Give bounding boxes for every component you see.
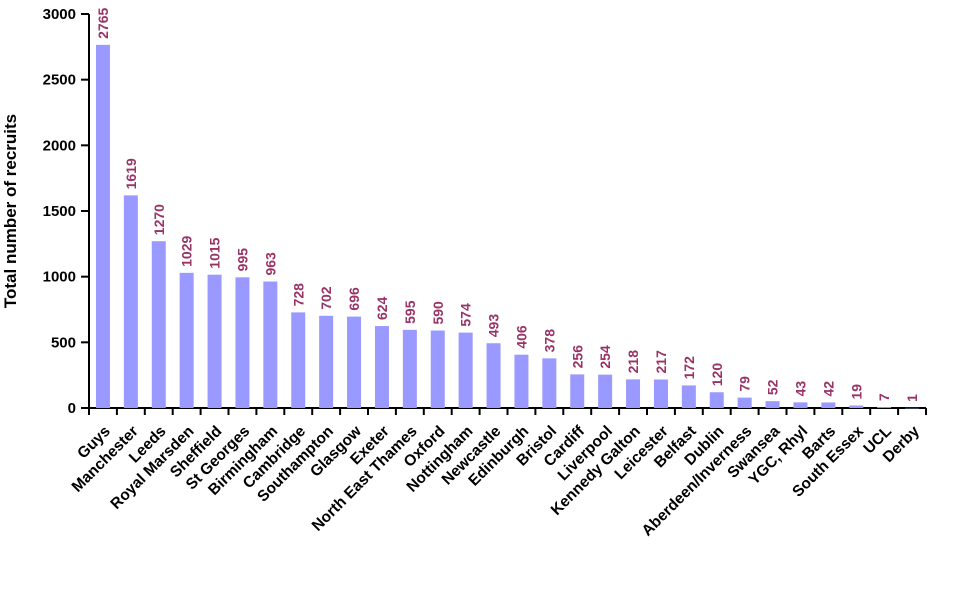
y-tick-label: 2000 [43, 137, 76, 154]
bar-value-label: 217 [653, 350, 669, 374]
bar [179, 272, 194, 408]
y-tick-label: 1000 [43, 269, 76, 286]
bar [793, 402, 808, 408]
bar [849, 405, 864, 408]
bar [458, 332, 473, 408]
bar [570, 374, 585, 408]
bar [207, 274, 222, 408]
bar-value-label: 728 [290, 283, 306, 307]
bar [737, 397, 752, 408]
bar-value-label: 696 [346, 287, 362, 311]
bar-value-label: 256 [569, 345, 585, 369]
bar-value-label: 595 [402, 300, 418, 324]
bar [514, 354, 529, 408]
bar [821, 402, 836, 408]
y-axis-title: Total number of recruits [1, 114, 20, 308]
bar-value-label: 1619 [123, 158, 139, 189]
bar [347, 316, 362, 408]
bar-value-label: 995 [234, 248, 250, 272]
bar-value-label: 1270 [151, 204, 167, 235]
bar [486, 343, 501, 408]
bar-value-label: 574 [458, 303, 474, 327]
bar [905, 407, 920, 409]
bar-value-label: 1029 [179, 235, 195, 266]
bar-value-label: 172 [681, 356, 697, 380]
bar [765, 401, 780, 408]
bar-value-label: 493 [486, 314, 502, 338]
bar-value-label: 406 [513, 325, 529, 349]
bar [430, 330, 445, 408]
bar [151, 241, 166, 408]
bar-value-label: 702 [318, 286, 334, 310]
bar-value-label: 254 [597, 345, 613, 369]
bar-value-label: 52 [765, 379, 781, 395]
bar-value-label: 963 [262, 252, 278, 276]
bar [626, 379, 641, 408]
bar [319, 315, 334, 408]
bar-value-label: 378 [541, 329, 557, 353]
bar-value-label: 590 [430, 301, 446, 325]
bar-value-label: 79 [737, 376, 753, 392]
bar [681, 385, 696, 408]
bar-value-label: 19 [848, 384, 864, 400]
bar [263, 281, 278, 408]
bar [877, 407, 892, 408]
bar-value-label: 624 [374, 296, 390, 320]
bar-value-label: 1015 [207, 237, 223, 268]
y-tick-label: 0 [68, 400, 76, 417]
bar-value-label: 120 [709, 363, 725, 387]
bar [542, 358, 557, 408]
bar-value-label: 43 [792, 381, 808, 397]
y-tick-label: 3000 [43, 6, 76, 23]
bar [653, 379, 668, 408]
bar-value-label: 7 [876, 393, 892, 401]
bar-value-label: 218 [625, 350, 641, 374]
bar [402, 329, 417, 408]
bar [123, 195, 138, 408]
bar [95, 44, 110, 408]
bar-value-label: 2765 [95, 8, 111, 39]
bar [374, 326, 389, 408]
bar [709, 392, 724, 408]
bar [291, 312, 306, 408]
y-tick-label: 500 [51, 334, 76, 351]
bar [235, 277, 250, 408]
y-tick-label: 1500 [43, 203, 76, 220]
y-tick-label: 2500 [43, 72, 76, 89]
bar-value-label: 42 [820, 381, 836, 397]
bar-value-label: 1 [904, 394, 920, 402]
bar [598, 374, 613, 408]
